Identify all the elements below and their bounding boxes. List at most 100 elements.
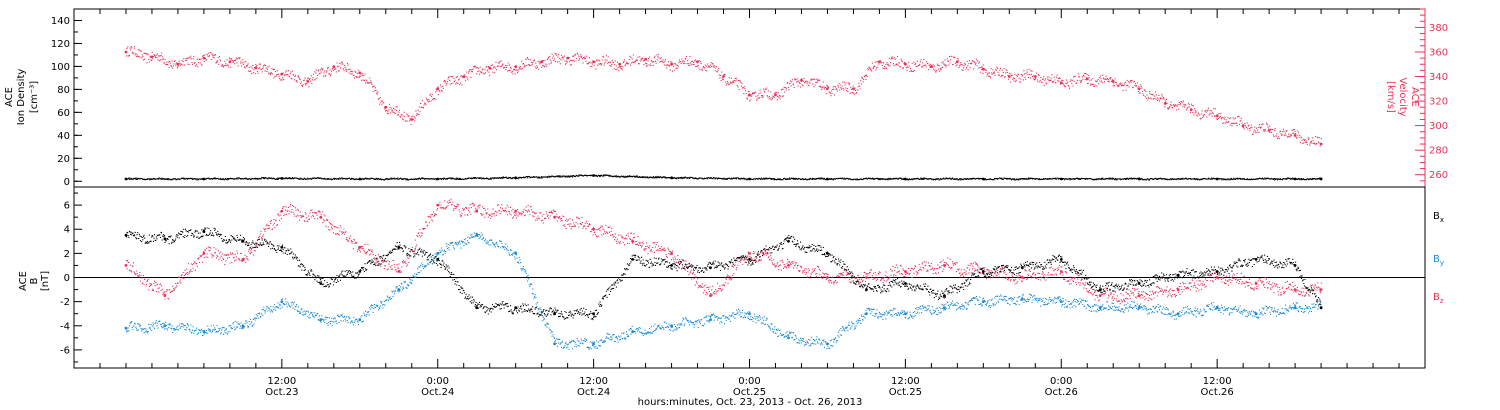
top-right-title-line1: ACE <box>1409 87 1420 107</box>
x-tick-date-label: Oct.25 <box>733 387 766 398</box>
top-right-ytick-label: 300 <box>1429 121 1448 132</box>
legend-bx-base: B <box>1433 211 1440 222</box>
by-series-point <box>280 300 284 303</box>
x-axis-title: hours:minutes, Oct. 23, 2013 - Oct. 26, … <box>638 397 863 408</box>
x-tick-date-label: Oct.23 <box>265 387 298 398</box>
by-series-point <box>787 336 790 340</box>
bx-series-point <box>280 245 284 249</box>
bx-series-point <box>202 230 206 234</box>
density-series <box>124 174 1323 181</box>
bx-series-point <box>1059 258 1063 261</box>
top-right-ytick-label: 320 <box>1429 97 1448 108</box>
bx-series-point <box>163 237 167 241</box>
x-tick-time-label: 0:00 <box>1050 376 1072 387</box>
bz-series-point <box>787 264 790 267</box>
top-left-axis-title: ACE Ion Density [cm⁻³] <box>4 69 40 126</box>
bottom-left-axis-title: ACE B [nT] <box>18 271 51 291</box>
x-tick-date-label: Oct.24 <box>577 387 610 398</box>
top-left-title-line3: [cm⁻³] <box>29 81 40 113</box>
top-panel: 0 20 40 60 80 100 120 140 260 280 300 320 340 360 380 <box>51 8 1448 188</box>
top-left-ytick-label: 0 <box>64 177 70 188</box>
top-left-ytick-label: 20 <box>57 154 70 165</box>
top-right-ytick-label: 280 <box>1429 146 1448 157</box>
top-right-ytick-label: 340 <box>1429 72 1448 83</box>
bottom-ytick-label: 2 <box>64 249 70 260</box>
bz-series <box>124 198 1323 305</box>
velocity-series-point <box>280 72 284 76</box>
top-left-title-line2: Ion Density <box>16 69 27 126</box>
top-left-ytick-label: 80 <box>57 85 70 96</box>
velocity-series-point <box>618 62 621 66</box>
velocity-series-point <box>384 105 388 109</box>
bz-series-point <box>865 276 868 279</box>
bz-series-point <box>748 252 751 255</box>
x-tick-date-label: Oct.24 <box>421 387 454 398</box>
top-left-ytick-label: 40 <box>57 131 70 142</box>
by-series-point <box>163 324 167 328</box>
bz-series-point <box>592 227 595 231</box>
legend-bz-base: B <box>1433 292 1440 303</box>
bx-series-point <box>981 270 985 273</box>
top-right-title-line2: Velocity <box>1397 77 1408 116</box>
bx-series-trace <box>126 227 1322 321</box>
velocity-series-point <box>1137 87 1141 91</box>
by-series-point <box>1098 306 1102 310</box>
velocity-series-point <box>826 87 829 91</box>
velocity-series <box>124 45 1323 147</box>
by-series-point <box>943 306 946 310</box>
top-plot-frame <box>73 8 1426 188</box>
legend-bz: Bz <box>1433 292 1444 305</box>
by-series-point <box>748 312 751 316</box>
bx-series-point <box>592 312 595 316</box>
top-right-ytick-label: 260 <box>1429 170 1448 181</box>
x-tick-date-label: Oct.25 <box>889 387 922 398</box>
top-left-ytick-label: 140 <box>51 16 70 27</box>
by-series-point <box>709 318 712 322</box>
velocity-series-point <box>150 55 154 59</box>
velocity-series-point <box>228 60 232 64</box>
top-left-ytick-label: 60 <box>57 108 70 119</box>
x-tick-time-label: 0:00 <box>738 376 760 387</box>
by-series-point <box>1059 300 1063 303</box>
bottom-ytick-label: 0 <box>64 273 70 284</box>
legend-by-base: B <box>1433 254 1440 265</box>
bz-series-point <box>514 209 518 213</box>
velocity-series-point <box>852 87 855 91</box>
density-series-trace <box>126 174 1322 181</box>
bz-series-point <box>631 239 634 243</box>
bx-series-point <box>475 306 479 310</box>
x-tick-date-label: Oct.26 <box>1045 387 1078 398</box>
top-right-ytick-label: 360 <box>1429 47 1448 58</box>
bottom-panel: -6 -4 -2 0 2 4 6 <box>60 186 1426 369</box>
bz-series-point <box>124 264 128 267</box>
x-tick-time-label: 12:00 <box>1203 376 1232 387</box>
velocity-series-point <box>800 78 803 82</box>
x-axis: 12:00Oct.230:00Oct.2412:00Oct.240:00Oct.… <box>73 359 1426 398</box>
legend-by-sub: y <box>1440 259 1444 267</box>
velocity-series-point <box>1293 134 1297 137</box>
top-right-axis-title: ACE Velocity [km/s] <box>1385 77 1420 116</box>
bottom-ytick-label: -4 <box>60 321 70 332</box>
velocity-series-point <box>124 50 128 54</box>
top-right-ytick-label: 380 <box>1429 23 1448 34</box>
legend-bx: Bx <box>1433 211 1444 224</box>
by-series-point <box>592 342 595 346</box>
velocity-series-point <box>488 66 492 70</box>
bz-series-point <box>826 276 829 279</box>
bottom-left-title-line3: [nT] <box>40 271 51 291</box>
x-tick-time-label: 12:00 <box>891 376 920 387</box>
velocity-series-point <box>1111 80 1115 83</box>
bz-series-point <box>709 294 712 297</box>
x-tick-time-label: 12:00 <box>579 376 608 387</box>
top-left-title-line1: ACE <box>4 87 15 107</box>
bottom-left-title-line2: B <box>29 277 40 284</box>
velocity-series-point <box>722 75 725 78</box>
velocity-series-point <box>202 56 206 60</box>
bx-series-point <box>124 233 128 237</box>
bottom-ytick-label: 4 <box>64 225 70 236</box>
x-tick-date-label: Oct.26 <box>1201 387 1234 398</box>
bx-series-point <box>943 294 946 297</box>
velocity-series-trace <box>126 45 1322 147</box>
bz-series-trace <box>126 198 1322 305</box>
